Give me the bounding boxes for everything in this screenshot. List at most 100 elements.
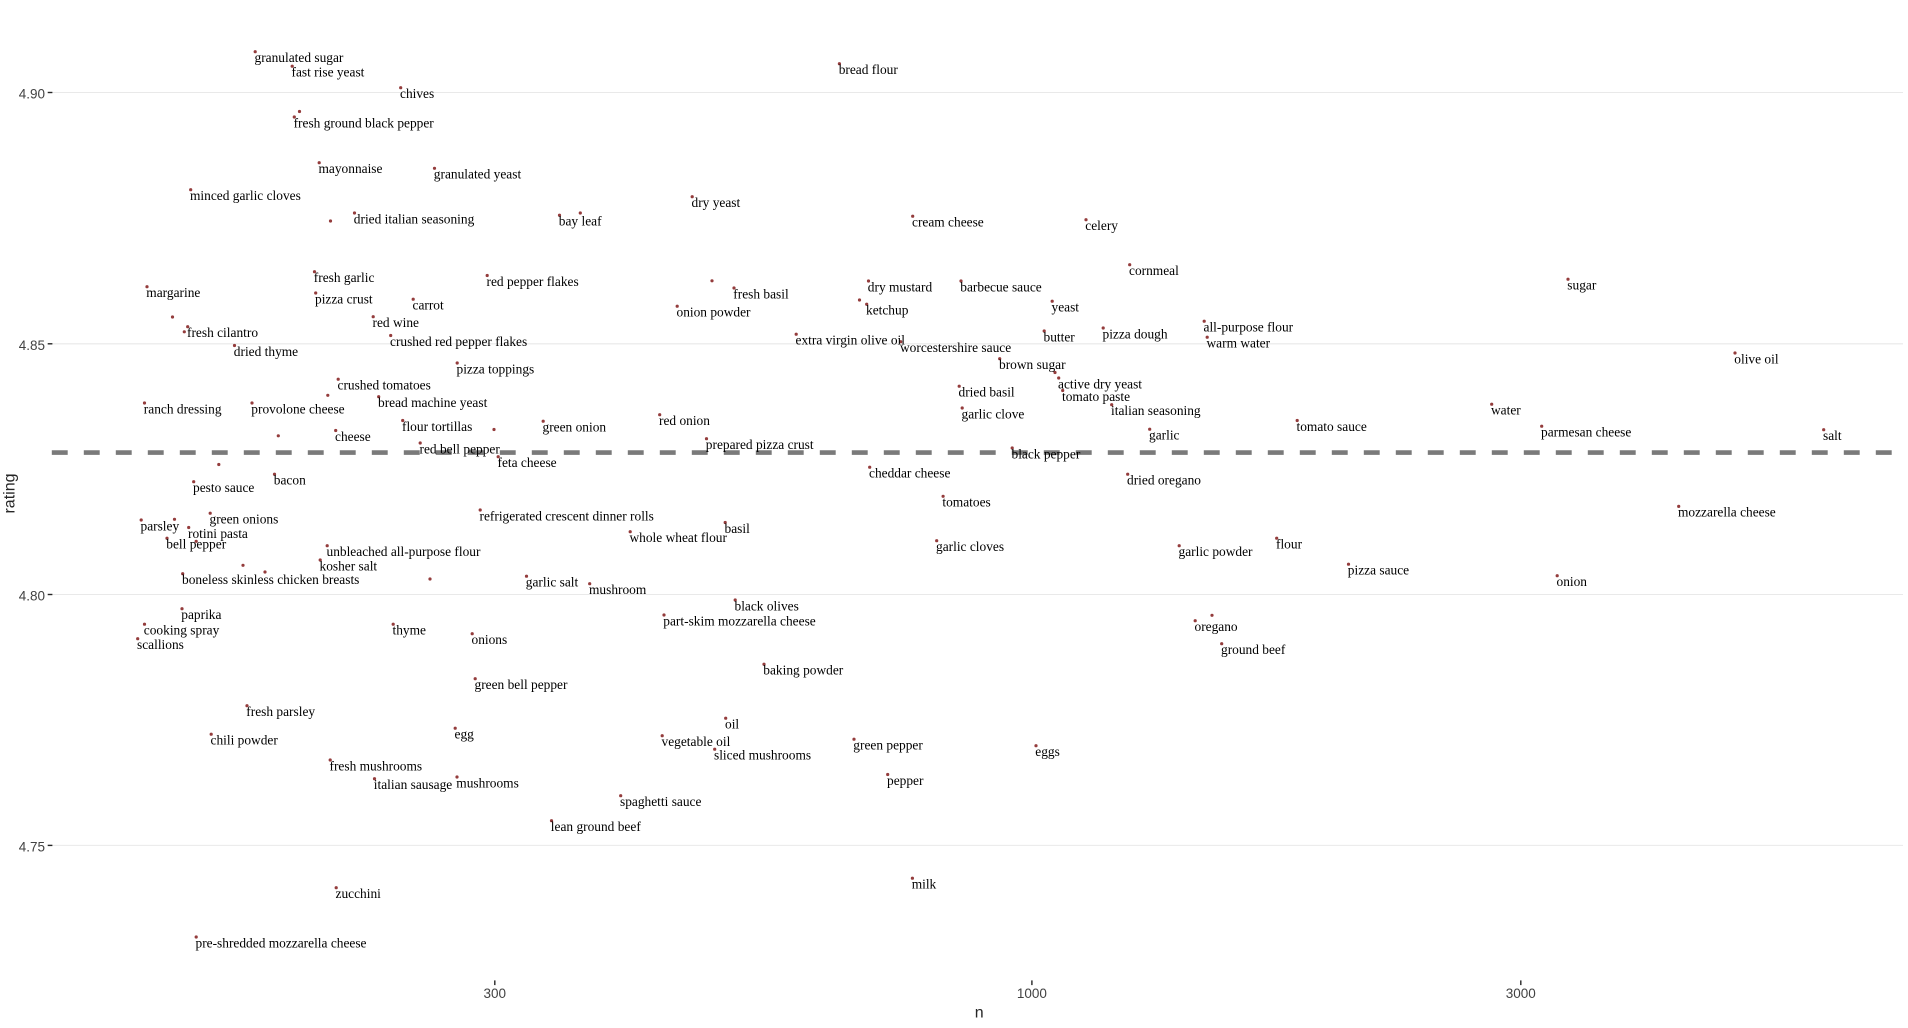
svg-text:red wine: red wine [373, 315, 420, 330]
svg-text:red onion: red onion [659, 413, 710, 428]
svg-text:butter: butter [1044, 329, 1076, 344]
svg-text:eggs: eggs [1035, 744, 1060, 759]
svg-text:crushed tomatoes: crushed tomatoes [338, 378, 431, 393]
svg-text:pesto sauce: pesto sauce [193, 480, 254, 495]
svg-text:4.85: 4.85 [19, 338, 45, 353]
svg-text:whole wheat flour: whole wheat flour [630, 530, 728, 545]
svg-text:kosher salt: kosher salt [320, 558, 378, 573]
svg-text:garlic salt: garlic salt [526, 575, 579, 590]
svg-text:paprika: paprika [181, 607, 221, 622]
svg-text:bell pepper: bell pepper [166, 537, 226, 552]
svg-text:chili powder: chili powder [211, 733, 279, 748]
svg-text:4.75: 4.75 [19, 840, 45, 855]
svg-text:dried oregano: dried oregano [1127, 473, 1201, 488]
svg-text:4.90: 4.90 [19, 87, 45, 102]
svg-text:unbleached all-purpose flour: unbleached all-purpose flour [327, 544, 481, 559]
svg-text:feta cheese: feta cheese [498, 455, 557, 470]
svg-text:fresh cilantro: fresh cilantro [187, 325, 258, 340]
svg-text:bay leaf: bay leaf [559, 214, 602, 229]
svg-text:refrigerated crescent dinner r: refrigerated crescent dinner rolls [480, 508, 654, 523]
svg-text:yeast: yeast [1052, 300, 1080, 315]
svg-text:garlic cloves: garlic cloves [936, 539, 1004, 554]
svg-text:mushrooms: mushrooms [456, 775, 519, 790]
svg-text:garlic powder: garlic powder [1179, 544, 1254, 559]
svg-text:pre-shredded mozzarella cheese: pre-shredded mozzarella cheese [196, 935, 367, 950]
svg-text:mayonnaise: mayonnaise [319, 161, 383, 176]
svg-text:celery: celery [1085, 218, 1118, 233]
svg-text:tomato sauce: tomato sauce [1297, 419, 1367, 434]
svg-text:water: water [1491, 403, 1521, 418]
svg-text:extra virgin olive oil: extra virgin olive oil [796, 333, 906, 348]
svg-text:zucchini: zucchini [336, 886, 382, 901]
svg-text:pizza crust: pizza crust [315, 291, 373, 306]
svg-text:granulated sugar: granulated sugar [255, 50, 344, 65]
svg-text:salt: salt [1823, 428, 1842, 443]
svg-text:ground beef: ground beef [1221, 642, 1286, 657]
svg-text:all-purpose flour: all-purpose flour [1204, 320, 1294, 335]
svg-text:prepared pizza crust: prepared pizza crust [706, 437, 814, 452]
svg-text:barbecue sauce: barbecue sauce [960, 279, 1041, 294]
svg-text:onion powder: onion powder [677, 305, 752, 320]
svg-text:brown sugar: brown sugar [999, 357, 1066, 372]
svg-text:cheese: cheese [335, 429, 371, 444]
svg-text:onions: onions [472, 632, 508, 647]
svg-text:cooking spray: cooking spray [144, 623, 220, 638]
svg-text:rating: rating [2, 473, 19, 513]
svg-text:1000: 1000 [1017, 986, 1047, 1001]
svg-text:onion: onion [1557, 574, 1588, 589]
svg-text:tomatoes: tomatoes [942, 495, 990, 510]
svg-text:4.80: 4.80 [19, 589, 45, 604]
svg-text:carrot: carrot [413, 298, 445, 313]
svg-text:bacon: bacon [274, 473, 306, 488]
svg-text:sliced mushrooms: sliced mushrooms [714, 748, 811, 763]
svg-text:bread machine yeast: bread machine yeast [378, 395, 488, 410]
svg-text:cream cheese: cream cheese [912, 215, 984, 230]
svg-text:black pepper: black pepper [1012, 446, 1081, 461]
svg-text:provolone cheese: provolone cheese [251, 401, 344, 416]
svg-text:green pepper: green pepper [853, 738, 923, 753]
svg-text:minced garlic cloves: minced garlic cloves [190, 188, 301, 203]
svg-text:fresh garlic: fresh garlic [314, 270, 375, 285]
svg-text:fast rise yeast: fast rise yeast [292, 65, 365, 80]
svg-text:green onion: green onion [543, 420, 607, 435]
svg-text:rotini pasta: rotini pasta [188, 526, 248, 541]
svg-text:italian sausage: italian sausage [374, 777, 453, 792]
svg-text:pizza dough: pizza dough [1103, 326, 1168, 341]
svg-text:dry yeast: dry yeast [692, 195, 741, 210]
svg-text:green onions: green onions [210, 512, 279, 527]
svg-text:mushroom: mushroom [589, 582, 647, 597]
svg-text:crushed red pepper flakes: crushed red pepper flakes [390, 334, 527, 349]
svg-text:ranch dressing: ranch dressing [144, 401, 222, 416]
svg-text:fresh ground black pepper: fresh ground black pepper [294, 115, 435, 130]
svg-text:margarine: margarine [146, 285, 200, 300]
svg-text:fresh basil: fresh basil [733, 286, 789, 301]
svg-text:pepper: pepper [887, 773, 924, 788]
svg-text:italian seasoning: italian seasoning [1111, 403, 1201, 418]
svg-text:mozzarella cheese: mozzarella cheese [1678, 505, 1776, 520]
svg-text:lean ground beef: lean ground beef [551, 819, 642, 834]
svg-text:parmesan cheese: parmesan cheese [1541, 425, 1631, 440]
svg-text:basil: basil [725, 521, 751, 536]
svg-text:green bell pepper: green bell pepper [475, 677, 568, 692]
svg-text:worcestershire sauce: worcestershire sauce [900, 340, 1011, 355]
svg-text:n: n [975, 1005, 984, 1022]
svg-text:red bell pepper: red bell pepper [420, 441, 501, 456]
svg-text:3000: 3000 [1506, 986, 1536, 1001]
svg-text:fresh mushrooms: fresh mushrooms [330, 758, 423, 773]
svg-text:oil: oil [725, 717, 739, 732]
svg-text:300: 300 [484, 986, 507, 1001]
svg-text:fresh parsley: fresh parsley [246, 704, 315, 719]
svg-text:pizza toppings: pizza toppings [457, 361, 535, 376]
svg-text:vegetable oil: vegetable oil [662, 734, 731, 749]
svg-text:boneless skinless chicken brea: boneless skinless chicken breasts [182, 572, 359, 587]
svg-text:flour: flour [1276, 537, 1303, 552]
svg-text:tomato paste: tomato paste [1062, 389, 1130, 404]
svg-text:granulated yeast: granulated yeast [434, 167, 522, 182]
svg-text:cornmeal: cornmeal [1129, 263, 1179, 278]
svg-text:black olives: black olives [735, 598, 799, 613]
svg-text:dried basil: dried basil [959, 385, 1015, 400]
svg-text:dry mustard: dry mustard [868, 279, 933, 294]
svg-text:flour tortillas: flour tortillas [402, 419, 472, 434]
svg-text:part-skim mozzarella cheese: part-skim mozzarella cheese [663, 613, 815, 628]
svg-text:oregano: oregano [1195, 619, 1238, 634]
